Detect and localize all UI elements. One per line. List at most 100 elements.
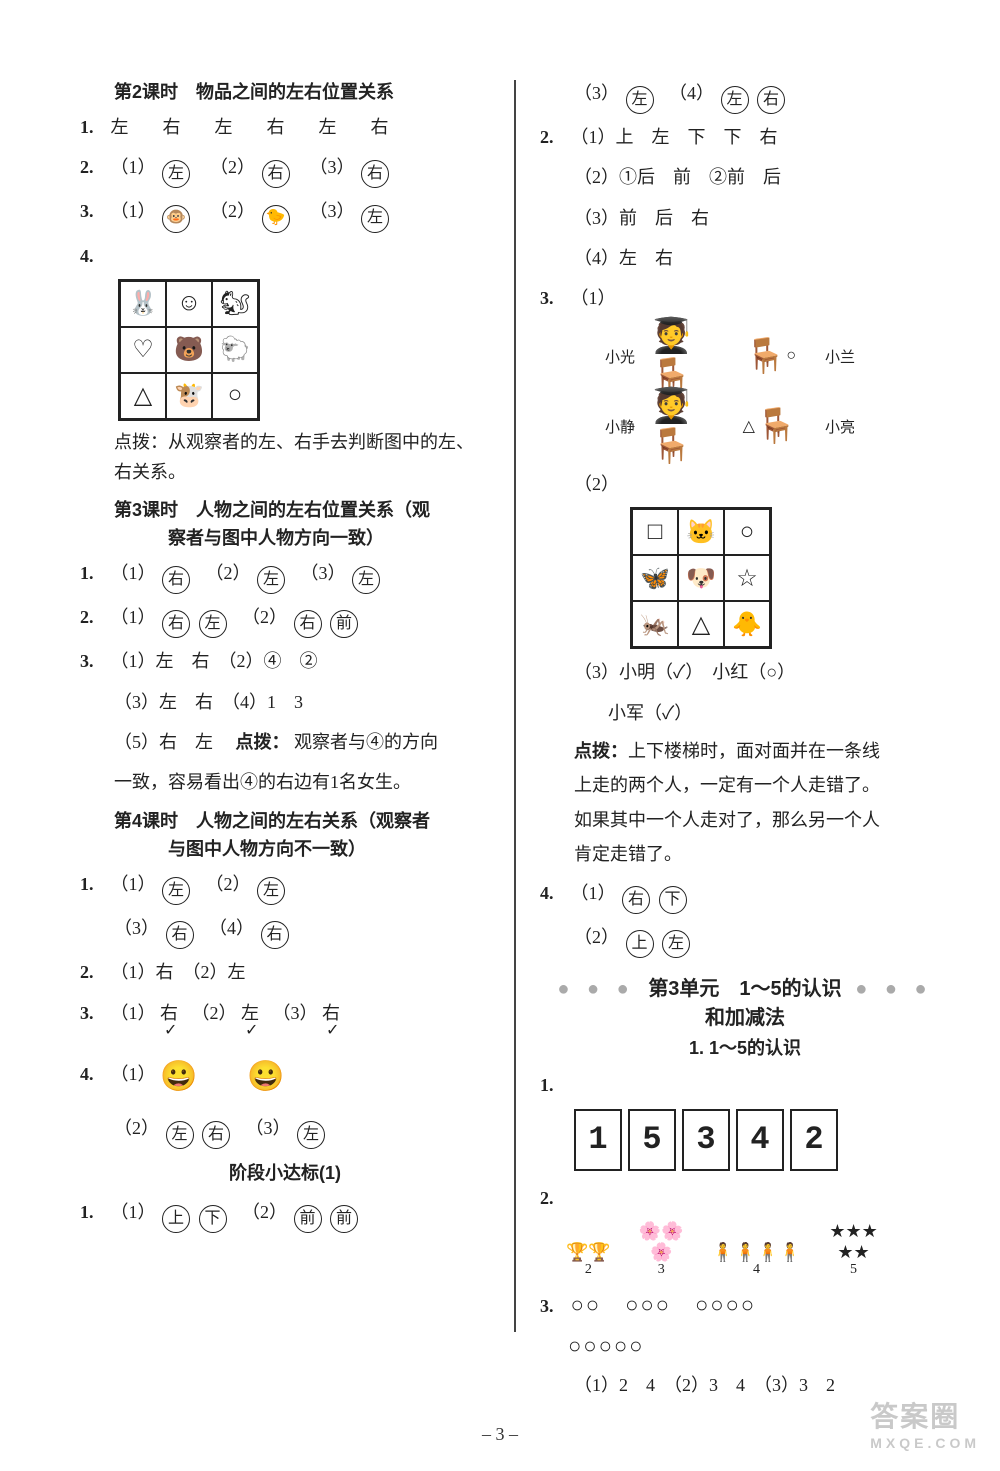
tip-label: 点拨： bbox=[236, 732, 290, 752]
paren: （2） bbox=[114, 1118, 159, 1138]
seating-diagram: 小光 🧑‍🎓🪑 🪑○ 小兰 小静 🧑‍🎓🪑 △🪑 小亮 bbox=[590, 321, 950, 461]
circled-answer: 🐤 bbox=[262, 205, 290, 233]
q-number: 1. bbox=[540, 1068, 566, 1102]
paren: （2） bbox=[242, 1202, 287, 1222]
count-group: 🏆🏆 2 bbox=[566, 1242, 611, 1279]
lesson4-title-1: 第4课时 人物之间的左右关系（观察者 bbox=[114, 807, 490, 833]
circled-answer: 前 bbox=[330, 610, 358, 638]
count-number: 4 bbox=[712, 1262, 802, 1278]
circles-1: ○○ ○○○ ○○○○ bbox=[571, 1292, 757, 1317]
circled-answer: 右 bbox=[162, 610, 190, 638]
desk-icon: △🪑 bbox=[730, 391, 810, 461]
paren: （3） bbox=[273, 1003, 318, 1023]
circles-2: ○○○○○ bbox=[568, 1329, 950, 1362]
circled-answer: 🐵 bbox=[162, 205, 190, 233]
q-number: 4. bbox=[540, 876, 566, 910]
paren: （4） bbox=[209, 918, 254, 938]
lesson4-title-2: 与图中人物方向不一致） bbox=[168, 835, 490, 861]
l4-q3: 3. （1） 右 （2） 左 （3） 右 bbox=[80, 996, 490, 1030]
circled-answer: 右 bbox=[261, 921, 289, 949]
r-q3: 3. （1） bbox=[540, 281, 950, 315]
count-items: 🏆🏆 bbox=[566, 1242, 611, 1263]
circled-answer: 左 bbox=[626, 86, 654, 114]
circled-answer: 下 bbox=[199, 1205, 227, 1233]
digit-box: 2 bbox=[790, 1109, 838, 1171]
circled-answer: 右 bbox=[162, 566, 190, 594]
text: （1）右 （2）左 bbox=[111, 962, 246, 982]
watermark-url: MXQE.COM bbox=[870, 1435, 980, 1451]
paren: （3） bbox=[574, 83, 619, 103]
paren: （2） bbox=[242, 607, 287, 627]
paren: （2） bbox=[192, 1003, 237, 1023]
paren: （2） bbox=[206, 874, 251, 894]
circled-answer: 右 bbox=[262, 160, 290, 188]
seat-name: 小静 bbox=[590, 391, 650, 461]
grid-cell: ○ bbox=[212, 373, 258, 419]
lesson3-title-1: 第3课时 人物之间的左右位置关系（观 bbox=[114, 496, 490, 522]
l3-q3-1: 3. （1）左 右 （2）④ ② bbox=[80, 644, 490, 678]
stage-q1: 1. （1） 上 下 （2） 前 前 bbox=[80, 1195, 490, 1233]
q-number: 2. bbox=[80, 150, 106, 184]
count-items: 🧍🧍🧍🧍 bbox=[712, 1242, 802, 1263]
q-number: 1. bbox=[80, 556, 106, 590]
q-number: 3. bbox=[80, 996, 106, 1030]
q-number: 3. bbox=[80, 644, 106, 678]
circled-answer: 右 bbox=[622, 886, 650, 914]
unit-title: ● ● ● 第3单元 1～5的认识 ● ● ● 和加减法 bbox=[540, 972, 950, 1030]
page: 第2课时 物品之间的左右位置关系 1. 左 右 左 右 左 右 2. （1） 左… bbox=[0, 0, 1000, 1471]
column-divider bbox=[514, 80, 516, 1332]
circled-answer: 上 bbox=[626, 930, 654, 958]
circles-label: 3. ○○ ○○○ ○○○○ bbox=[540, 1288, 950, 1323]
l3-q1: 1. （1） 右 （2） 左 （3） 左 bbox=[80, 556, 490, 594]
r-q3-3a: （3）小明（✓） 小红（○） bbox=[574, 655, 950, 689]
circled-answer: 左 bbox=[162, 160, 190, 188]
grid-cell: ☆ bbox=[724, 555, 770, 601]
r-tip: 点拨：上下楼梯时，面对面并在一条线 bbox=[574, 736, 950, 767]
grid-cell: △ bbox=[678, 601, 724, 647]
digits-row: 1. bbox=[540, 1068, 950, 1102]
paren: （3） bbox=[114, 918, 159, 938]
dots-icon: ● ● ● bbox=[855, 978, 932, 1000]
stage-q1-cont: （3） 左 （4） 左 右 bbox=[574, 76, 950, 114]
face-icon: 😀 😀 bbox=[160, 1060, 295, 1093]
count-row-label: 2. bbox=[540, 1181, 950, 1215]
circled-answer: 上 bbox=[162, 1205, 190, 1233]
desk-icon: 🪑○ bbox=[730, 321, 810, 391]
q-number: 2. bbox=[540, 120, 566, 154]
r-tip-4: 肯定走错了。 bbox=[574, 839, 950, 870]
paren: （1） bbox=[111, 563, 156, 583]
grid-cell: 🐱 bbox=[678, 509, 724, 555]
r-q4-1: 4. （1） 右 下 bbox=[540, 876, 950, 914]
q4-line: 4. bbox=[80, 239, 490, 273]
paren: （3） bbox=[310, 157, 355, 177]
grid-cell: 🐻 bbox=[166, 327, 212, 373]
circled-answer: 左 bbox=[162, 877, 190, 905]
grid-cell: 🐿 bbox=[212, 281, 258, 327]
text: 观察者与④的方向 bbox=[294, 732, 438, 752]
grid-cell: 🦗 bbox=[632, 601, 678, 647]
q-number: 1. bbox=[80, 1195, 106, 1229]
circled-answer: 右 bbox=[166, 921, 194, 949]
paren: （2） bbox=[574, 927, 619, 947]
circled-answer: 左 bbox=[361, 205, 389, 233]
paren: （2） bbox=[206, 563, 251, 583]
q-number: 1. bbox=[80, 110, 106, 144]
unit-title-b: 和加减法 bbox=[705, 1007, 785, 1029]
paren: （2） bbox=[210, 201, 255, 221]
lesson3-title-2: 察者与图中人物方向一致） bbox=[168, 524, 490, 550]
tip-text: 点拨：从观察者的左、右手去判断图中的左、右关系。 bbox=[114, 427, 490, 488]
seat-name: 小亮 bbox=[810, 391, 870, 461]
q2-line: 2. （1） 左 （2） 右 （3） 右 bbox=[80, 150, 490, 188]
watermark-text: 答案圈 bbox=[870, 1401, 960, 1432]
circled-answer: 右 bbox=[294, 610, 322, 638]
q1-answer: 左 右 左 右 左 右 bbox=[111, 117, 397, 137]
circled-answer: 左 bbox=[352, 566, 380, 594]
digit-box: 4 bbox=[736, 1109, 784, 1171]
circled-answer: 下 bbox=[659, 886, 687, 914]
circled-answer: 左 bbox=[199, 610, 227, 638]
r-q3-3b: 小军（✓） bbox=[608, 696, 950, 730]
seat-name: 小光 bbox=[590, 321, 650, 391]
right-column: （3） 左 （4） 左 右 2. （1）上 左 下 下 右 （2）①后 前 ②前… bbox=[540, 70, 950, 1431]
l3-q3-2: （3）左 右 （4）1 3 bbox=[114, 685, 490, 719]
paren: （1） bbox=[111, 1003, 156, 1023]
